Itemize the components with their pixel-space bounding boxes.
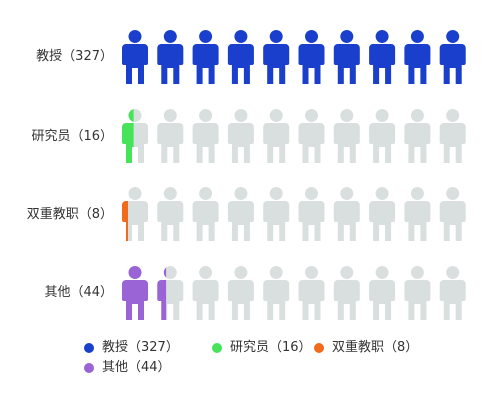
person-icon bbox=[122, 109, 148, 163]
person-icon bbox=[333, 109, 360, 163]
person-icon bbox=[263, 30, 290, 84]
person-icon bbox=[439, 266, 466, 320]
person-icon bbox=[333, 30, 360, 84]
person-icon bbox=[439, 30, 466, 84]
person-icon bbox=[369, 266, 396, 320]
person-icon bbox=[369, 187, 396, 241]
person-icon bbox=[157, 266, 184, 320]
person-icon bbox=[263, 266, 290, 320]
person-icon bbox=[157, 109, 184, 163]
person-icon bbox=[227, 109, 254, 163]
person-icon bbox=[192, 266, 219, 320]
person-icon bbox=[227, 266, 254, 320]
person-icon bbox=[404, 30, 431, 84]
person-icon bbox=[439, 109, 466, 163]
person-icon bbox=[298, 187, 325, 241]
person-icon bbox=[369, 109, 396, 163]
person-icon bbox=[333, 266, 360, 320]
person-icon bbox=[192, 187, 219, 241]
person-icon bbox=[298, 266, 325, 320]
person-icon bbox=[439, 187, 466, 241]
person-icon bbox=[404, 109, 431, 163]
person-icon bbox=[404, 266, 431, 320]
person-icon bbox=[333, 187, 360, 241]
person-icon bbox=[227, 30, 254, 84]
row-label-3: 其他（44） bbox=[44, 285, 113, 300]
person-icon bbox=[263, 109, 290, 163]
row-label-0: 教授（327） bbox=[36, 49, 113, 64]
person-icon bbox=[122, 30, 148, 84]
person-icon bbox=[157, 30, 184, 84]
row-label-2: 双重教职（8） bbox=[26, 207, 113, 222]
person-icon bbox=[263, 187, 290, 241]
person-icon bbox=[298, 109, 325, 163]
person-icon bbox=[192, 109, 219, 163]
person-icon bbox=[298, 30, 325, 84]
row-label-1: 研究员（16） bbox=[31, 129, 113, 144]
person-icon bbox=[227, 187, 254, 241]
person-icon bbox=[122, 266, 148, 320]
person-icon bbox=[192, 30, 219, 84]
person-icon bbox=[157, 187, 184, 241]
person-icon bbox=[369, 30, 396, 84]
person-icon bbox=[122, 187, 148, 241]
person-icon bbox=[404, 187, 431, 241]
